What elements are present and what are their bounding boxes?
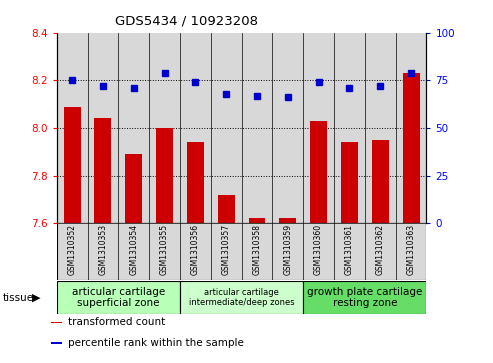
Bar: [280, 219, 296, 223]
Text: percentile rank within the sample: percentile rank within the sample: [68, 338, 244, 348]
Bar: [57, 223, 88, 280]
Text: GSM1310353: GSM1310353: [99, 224, 107, 276]
Bar: [303, 223, 334, 280]
Bar: [395, 223, 426, 280]
Text: GSM1310354: GSM1310354: [129, 224, 138, 276]
Bar: [248, 219, 265, 223]
Bar: [218, 195, 235, 223]
Text: articular cartilage
superficial zone: articular cartilage superficial zone: [71, 287, 165, 309]
Text: tissue: tissue: [2, 293, 34, 303]
Bar: [118, 223, 149, 280]
Bar: [125, 154, 142, 223]
Text: GSM1310360: GSM1310360: [314, 224, 323, 276]
Bar: [211, 33, 242, 223]
Text: GDS5434 / 10923208: GDS5434 / 10923208: [114, 15, 258, 28]
Bar: [303, 281, 426, 314]
Bar: [57, 33, 88, 223]
Bar: [303, 33, 334, 223]
Bar: [64, 106, 80, 223]
Text: GSM1310355: GSM1310355: [160, 224, 169, 276]
Bar: [88, 223, 118, 280]
Text: GSM1310359: GSM1310359: [283, 224, 292, 276]
Bar: [187, 142, 204, 223]
Text: GSM1310362: GSM1310362: [376, 224, 385, 276]
Bar: [149, 33, 180, 223]
Text: GSM1310352: GSM1310352: [68, 224, 76, 276]
Bar: [334, 223, 365, 280]
Text: transformed count: transformed count: [68, 318, 165, 327]
Bar: [365, 33, 395, 223]
Bar: [272, 223, 303, 280]
Bar: [156, 128, 173, 223]
Bar: [211, 223, 242, 280]
Bar: [180, 223, 211, 280]
Bar: [180, 33, 211, 223]
Bar: [365, 223, 395, 280]
Bar: [95, 118, 111, 223]
Bar: [149, 223, 180, 280]
Bar: [180, 281, 303, 314]
Bar: [57, 281, 180, 314]
Bar: [372, 140, 388, 223]
Bar: [395, 33, 426, 223]
Bar: [118, 33, 149, 223]
Bar: [88, 33, 118, 223]
Bar: [341, 142, 358, 223]
Text: articular cartilage
intermediate/deep zones: articular cartilage intermediate/deep zo…: [189, 288, 294, 307]
Text: GSM1310356: GSM1310356: [191, 224, 200, 276]
Text: GSM1310357: GSM1310357: [222, 224, 231, 276]
Bar: [334, 33, 365, 223]
Text: GSM1310361: GSM1310361: [345, 224, 354, 276]
Bar: [51, 342, 62, 344]
Bar: [310, 121, 327, 223]
Text: GSM1310363: GSM1310363: [407, 224, 416, 276]
Bar: [242, 33, 272, 223]
Bar: [51, 322, 62, 323]
Bar: [403, 73, 420, 223]
Bar: [242, 223, 272, 280]
Text: growth plate cartilage
resting zone: growth plate cartilage resting zone: [307, 287, 423, 309]
Text: GSM1310358: GSM1310358: [252, 224, 261, 276]
Bar: [272, 33, 303, 223]
Text: ▶: ▶: [32, 293, 40, 303]
